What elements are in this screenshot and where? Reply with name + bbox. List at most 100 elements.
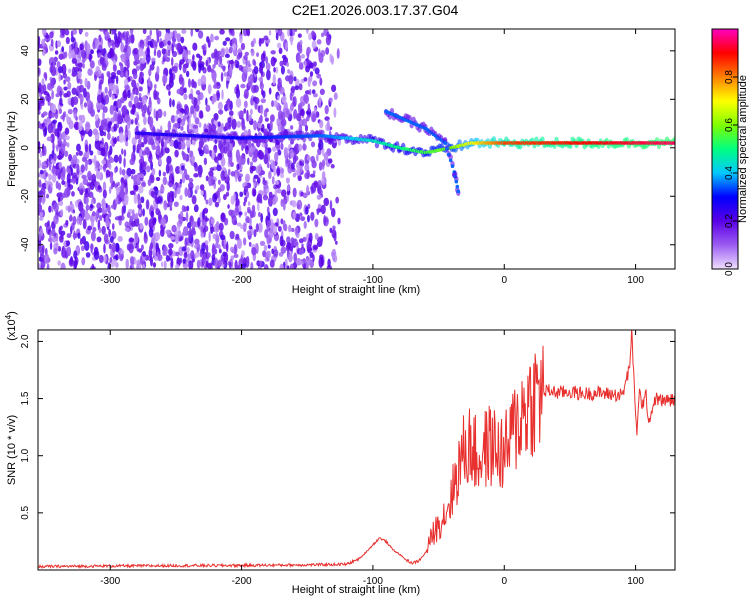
heatmap-cell xyxy=(64,135,70,141)
heatmap-cell xyxy=(181,29,187,34)
heatmap-cell xyxy=(40,186,46,198)
heatmap-cell xyxy=(125,184,129,196)
heatmap-cell xyxy=(243,55,248,61)
heatmap-cell xyxy=(53,153,57,162)
heatmap-cell xyxy=(310,155,316,164)
heatmap-cell xyxy=(188,93,194,100)
heatmap-cell xyxy=(246,115,250,122)
heatmap-cell xyxy=(251,165,257,172)
heatmap-cell xyxy=(286,184,290,192)
heatmap-cell xyxy=(231,118,237,130)
heatmap-cell xyxy=(268,170,272,180)
heatmap-cell xyxy=(279,263,285,269)
heatmap-cell xyxy=(165,254,170,262)
heatmap-cell xyxy=(245,173,251,182)
heatmap-cell xyxy=(48,205,52,213)
heatmap-cell xyxy=(54,50,59,55)
heatmap-cell xyxy=(165,163,170,174)
heatmap-cell xyxy=(540,136,545,143)
heatmap-cell xyxy=(112,64,117,72)
heatmap-cell xyxy=(333,92,338,101)
heatmap-cell xyxy=(450,164,455,169)
heatmap-cell xyxy=(78,120,83,131)
heatmap-cell xyxy=(307,214,310,223)
heatmap-cell xyxy=(284,258,288,267)
heatmap-cell xyxy=(57,260,61,266)
heatmap-cell xyxy=(318,48,321,59)
heatmap-cell xyxy=(270,222,275,230)
heatmap-cell xyxy=(320,204,326,215)
snr-multiplier-close: ) xyxy=(6,311,18,315)
heatmap-cell xyxy=(312,92,318,98)
heatmap-cell xyxy=(59,90,63,98)
y-tick-label: -20 xyxy=(20,189,31,204)
heatmap-cell xyxy=(292,211,297,220)
heatmap-cell xyxy=(117,215,123,221)
heatmap-cell xyxy=(318,161,323,171)
heatmap-cell xyxy=(300,216,306,222)
heatmap-cell xyxy=(53,214,59,225)
heatmap-cell xyxy=(229,230,235,240)
heatmap-cell xyxy=(298,260,304,265)
heatmap-cell xyxy=(285,42,288,51)
heatmap-cell xyxy=(90,218,95,228)
heatmap-cell xyxy=(236,222,242,227)
heatmap-cell xyxy=(176,103,181,111)
heatmap-cell xyxy=(208,175,213,187)
heatmap-cell xyxy=(60,230,66,236)
heatmap-cell xyxy=(180,141,186,150)
heatmap-cell xyxy=(328,97,333,103)
heatmap-cell xyxy=(219,184,225,192)
heatmap-cell xyxy=(287,242,291,250)
heatmap-cell xyxy=(201,44,205,50)
heatmap-cell xyxy=(286,236,291,244)
heatmap-cell xyxy=(115,196,119,206)
heatmap-cell xyxy=(316,73,322,79)
heatmap-cell xyxy=(265,149,269,155)
heatmap-cell xyxy=(316,194,322,200)
heatmap-cell xyxy=(174,149,179,158)
heatmap-cell xyxy=(243,88,249,100)
heatmap-cell xyxy=(251,155,258,163)
heatmap-cell xyxy=(57,196,61,203)
heatmap-cell xyxy=(183,206,188,212)
heatmap-cell xyxy=(81,208,86,218)
heatmap-cell xyxy=(240,224,244,230)
heatmap-cell xyxy=(38,172,41,178)
heatmap-cell xyxy=(289,29,294,37)
heatmap-cell xyxy=(182,63,187,74)
heatmap-cell xyxy=(135,65,140,72)
heatmap-cell xyxy=(325,35,331,46)
heatmap-cell xyxy=(147,179,152,186)
colorbar-tick-label: 0.0 xyxy=(724,262,735,276)
heatmap-cell xyxy=(181,165,185,171)
heatmap-cell xyxy=(228,155,233,165)
heatmap-cell xyxy=(101,207,108,215)
heatmap-cell xyxy=(178,61,182,71)
heatmap-cell xyxy=(312,254,315,263)
heatmap-cell xyxy=(247,201,251,206)
heatmap-cell xyxy=(73,108,78,119)
heatmap-cell xyxy=(50,182,53,188)
heatmap-cell xyxy=(281,54,287,60)
heatmap-cell xyxy=(169,206,173,211)
heatmap-cell xyxy=(38,110,41,115)
heatmap-cell xyxy=(310,211,315,221)
heatmap-cell xyxy=(231,29,235,37)
heatmap-cell xyxy=(318,139,324,151)
heatmap-cell xyxy=(217,195,221,204)
heatmap-cell xyxy=(290,162,295,170)
heatmap-cell xyxy=(137,139,142,145)
heatmap-cell xyxy=(306,257,312,266)
heatmap-cell xyxy=(155,208,160,216)
heatmap-cell xyxy=(210,225,214,234)
spectrogram-x-axis: -300 -200 -100 0 100 xyxy=(100,29,644,286)
heatmap-cell xyxy=(240,83,246,89)
heatmap-cell xyxy=(187,78,191,88)
heatmap-cell xyxy=(176,33,182,43)
heatmap-cell xyxy=(214,35,219,41)
heatmap-cell xyxy=(47,220,50,226)
heatmap-cell xyxy=(138,92,142,97)
heatmap-cell xyxy=(193,97,198,106)
heatmap-cell xyxy=(156,49,162,58)
